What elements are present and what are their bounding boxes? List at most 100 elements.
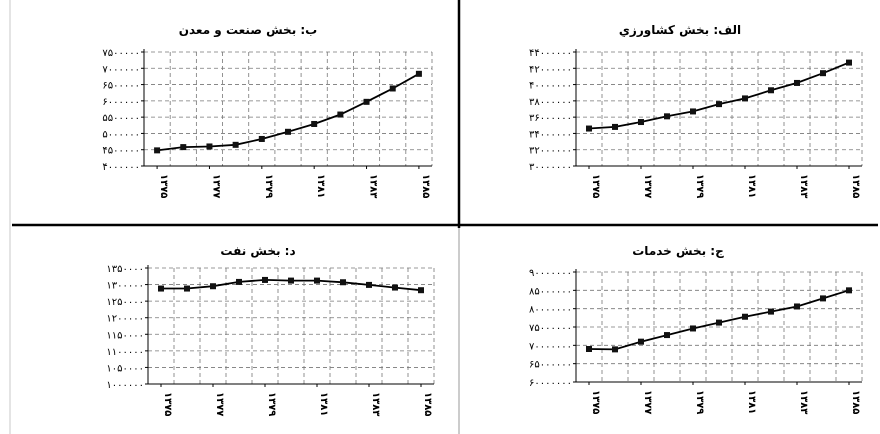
y-tick-label-c-3: ۷۵۰۰۰۰۰۰: [529, 323, 572, 334]
data-point-d-7: [340, 279, 346, 286]
data-point-d-2: [210, 283, 216, 290]
y-tick-label-b-6: ۷۰۰۰۰۰۰: [102, 64, 140, 75]
y-tick-label-d-1: ۱۰۵۰۰۰۰: [106, 363, 144, 374]
y-tick-label-b-7: ۷۵۰۰۰۰۰: [102, 48, 140, 59]
x-tick-label-b-3: ۱۳۸۱: [315, 174, 326, 198]
y-tick-label-b-4: ۶۰۰۰۰۰۰: [102, 97, 140, 108]
y-tick-label-a-3: ۳۶۰۰۰۰۰۰: [529, 113, 572, 124]
y-tick-label-b-0: ۴۰۰۰۰۰۰: [102, 162, 140, 173]
data-point-c-4: [690, 325, 696, 332]
y-tick-label-c-0: ۶۰۰۰۰۰۰۰: [529, 378, 572, 389]
x-tick-label-d-0: ۱۳۷۵: [162, 392, 173, 416]
data-point-a-7: [768, 87, 774, 94]
data-point-b-6: [311, 120, 318, 127]
data-point-c-0: [586, 346, 592, 352]
y-tick-label-c-1: ۶۵۰۰۰۰۰۰: [529, 360, 572, 371]
y-tick-label-b-1: ۴۵۰۰۰۰۰: [102, 146, 140, 157]
data-point-b-7: [337, 111, 344, 118]
data-point-a-10: [846, 59, 852, 66]
x-tick-label-b-0: ۱۳۷۵: [158, 174, 169, 198]
y-tick-label-c-6: ۹۰۰۰۰۰۰۰: [529, 268, 572, 279]
y-tick-label-b-2: ۵۰۰۰۰۰۰: [102, 129, 140, 140]
x-tick-label-d-5: ۱۳۸۵: [422, 392, 433, 416]
x-tick-label-b-1: ۱۳۷۷: [210, 174, 221, 198]
x-tick-label-b-5: ۱۳۸۵: [420, 174, 431, 198]
data-point-c-7: [768, 308, 774, 315]
y-tick-label-a-1: ۳۲۰۰۰۰۰۰: [529, 146, 572, 157]
data-point-c-6: [742, 313, 748, 320]
y-tick-label-c-4: ۸۰۰۰۰۰۰۰: [529, 305, 572, 316]
y-tick-label-d-2: ۱۱۰۰۰۰۰: [106, 347, 144, 358]
chart-title-c: ج: بخش خدمات: [632, 244, 724, 258]
x-tick-label-d-3: ۱۳۸۱: [318, 392, 329, 416]
chart-title-b: ب: بخش صنعت و معدن: [179, 23, 318, 38]
data-point-c-3: [664, 332, 670, 339]
data-point-b-1: [180, 144, 187, 151]
data-point-a-8: [794, 79, 800, 86]
data-point-a-9: [820, 70, 826, 77]
data-point-d-1: [184, 285, 190, 292]
data-point-b-5: [285, 128, 291, 135]
data-point-c-9: [820, 295, 826, 302]
y-tick-label-d-6: ۱۳۰۰۰۰۰: [106, 281, 144, 292]
data-point-c-8: [794, 303, 800, 310]
x-tick-label-b-2: ۱۳۷۹: [263, 174, 274, 198]
chart-panel-a: الف: بخش کشاورزي ۳۰۰۰۰۰۰۰ ۳۲۰۰۰۰۰۰ ۳۴۰۰۰۰۰۰…: [529, 23, 863, 198]
x-tick-label-a-1: ۱۳۷۷: [642, 174, 653, 198]
x-tick-label-d-2: ۱۳۷۹: [266, 392, 277, 416]
y-tick-label-a-5: ۴۰۰۰۰۰۰۰: [529, 81, 572, 92]
y-tick-label-a-7: ۴۴۰۰۰۰۰۰: [529, 48, 572, 59]
x-tick-label-b-4: ۱۳۸۳: [368, 174, 379, 198]
x-tick-label-c-4: ۱۳۸۳: [798, 390, 809, 414]
data-point-d-8: [366, 281, 372, 288]
data-point-d-9: [392, 284, 398, 291]
y-tick-label-a-4: ۳۸۰۰۰۰۰۰: [529, 97, 572, 108]
y-tick-label-d-4: ۱۲۰۰۰۰۰: [106, 314, 144, 325]
y-tick-label-b-5: ۶۵۰۰۰۰۰: [102, 81, 140, 92]
y-tick-label-d-0: ۱۰۰۰۰۰۰: [106, 380, 144, 391]
data-point-b-2: [206, 143, 213, 150]
data-point-b-3: [232, 141, 239, 148]
chart-title-d: د: بخش نفت: [220, 244, 295, 258]
data-point-c-2: [638, 338, 644, 345]
data-point-b-8: [363, 98, 370, 105]
x-tick-label-a-3: ۱۳۸۱: [746, 174, 757, 198]
x-tick-label-a-5: ۱۳۸۵: [850, 174, 861, 198]
data-point-a-5: [716, 101, 722, 108]
data-point-a-4: [690, 108, 696, 115]
y-tick-label-c-2: ۷۰۰۰۰۰۰۰: [529, 341, 572, 352]
x-tick-label-d-4: ۱۳۸۳: [370, 392, 381, 416]
data-point-a-1: [612, 123, 618, 130]
y-tick-label-a-0: ۳۰۰۰۰۰۰۰: [529, 162, 572, 173]
y-tick-label-a-6: ۴۲۰۰۰۰۰۰: [529, 64, 572, 75]
data-point-a-6: [742, 95, 748, 102]
data-point-d-4: [262, 276, 268, 283]
chart-panel-d: د: بخش نفت ۱۰۰۰۰۰۰ ۱۰۵۰۰۰۰ ۱۱۰۰۰۰۰ ۱۱۵۰۰۰۰ ۱۲…: [106, 244, 435, 416]
x-tick-label-c-1: ۱۳۷۷: [642, 390, 653, 414]
data-point-c-5: [716, 319, 722, 326]
x-tick-label-d-1: ۱۳۷۷: [214, 392, 225, 416]
data-point-d-3: [236, 278, 242, 285]
x-tick-label-c-0: ۱۳۷۵: [590, 390, 601, 414]
chart-panel-b: ب: بخش صنعت و معدن ۴۰۰۰۰۰۰ ۴۵۰۰۰۰۰ ۵۰۰۰۰۰۰ ۵…: [102, 23, 433, 198]
x-tick-label-a-2: ۱۳۷۹: [694, 174, 705, 198]
data-point-a-3: [664, 113, 670, 120]
data-point-b-0: [154, 147, 161, 154]
x-tick-label-a-4: ۱۳۸۳: [798, 174, 809, 198]
x-tick-label-c-3: ۱۳۸۱: [746, 390, 757, 414]
y-tick-label-b-3: ۵۵۰۰۰۰۰: [102, 113, 140, 124]
data-point-d-10: [418, 287, 424, 294]
chart-panel-c: ج: بخش خدمات ۶۰۰۰۰۰۰۰ ۶۵۰۰۰۰۰۰ ۷۰۰۰۰۰۰۰ ۷۵۰۰…: [529, 244, 863, 414]
y-tick-label-c-5: ۸۵۰۰۰۰۰۰: [529, 286, 572, 297]
data-point-b-10: [415, 70, 422, 77]
chart-title-a: الف: بخش کشاورزي: [619, 23, 741, 38]
y-tick-label-d-7: ۱۳۵۰۰۰۰: [106, 264, 144, 275]
data-point-d-6: [314, 277, 320, 284]
data-point-d-5: [288, 277, 294, 284]
data-point-a-0: [586, 125, 592, 132]
x-tick-label-a-0: ۱۳۷۵: [590, 174, 601, 198]
x-tick-label-c-2: ۱۳۷۹: [694, 390, 705, 414]
data-point-c-1: [612, 346, 618, 353]
x-tick-label-c-5: ۱۳۸۵: [850, 390, 861, 414]
